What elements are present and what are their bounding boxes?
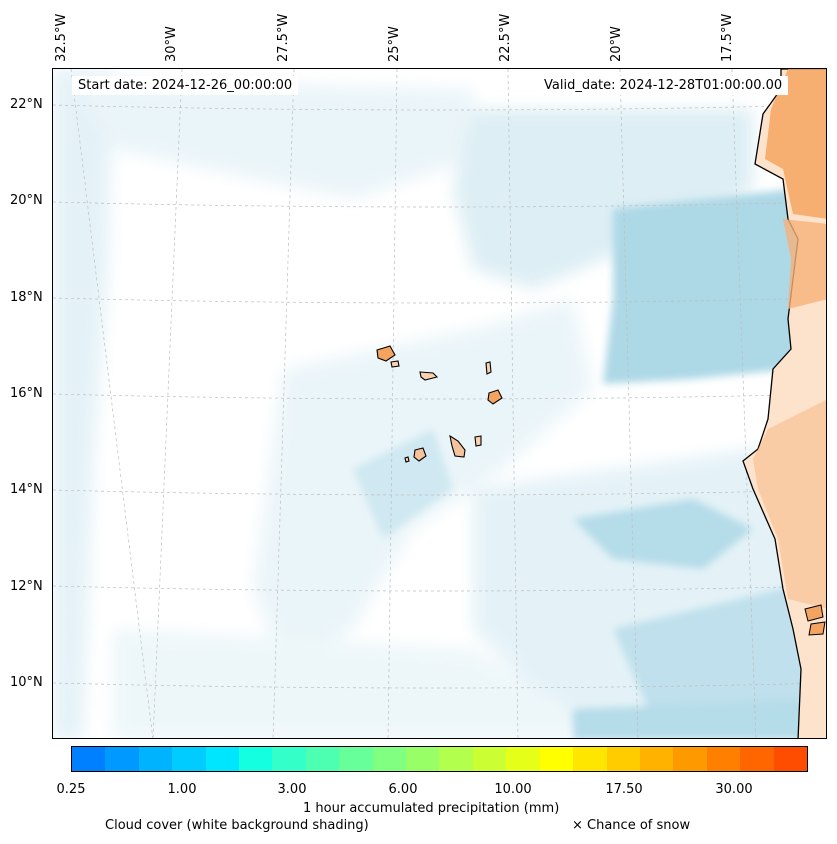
cloud-dense-south bbox=[573, 699, 823, 738]
colorbar-swatch-17 bbox=[639, 747, 674, 771]
lon-label-32-5w: 32.5°W bbox=[54, 13, 69, 62]
cloud-cover-dense bbox=[353, 189, 823, 738]
colorbar-tick-30-00: 30.00 bbox=[715, 782, 753, 797]
lat-label-16n: 16°N bbox=[10, 386, 43, 401]
colorbar-swatch-5 bbox=[239, 747, 273, 771]
cloud-band-south bbox=[113, 629, 573, 738]
colorbar-swatch-14 bbox=[539, 747, 574, 771]
colorbar-label: 1 hour accumulated precipitation (mm) bbox=[303, 801, 560, 816]
island-sao-nicolau bbox=[419, 371, 439, 381]
africa-coast bbox=[742, 69, 826, 738]
island-maio bbox=[474, 435, 482, 447]
cabo-verde-islands bbox=[376, 345, 503, 463]
valid-date-label: Valid_date: 2024-12-28T01:00:00.00 bbox=[538, 76, 789, 95]
colorbar-swatch-20 bbox=[740, 747, 774, 771]
cloud-dense-central bbox=[353, 429, 453, 539]
cloud-band-north bbox=[73, 79, 473, 199]
colorbar-swatch-6 bbox=[272, 747, 306, 771]
lat-label-14n: 14°N bbox=[10, 482, 43, 497]
island-brava bbox=[404, 456, 410, 463]
island-sal bbox=[485, 361, 492, 375]
colorbar-swatch-18 bbox=[673, 747, 707, 771]
lon-label-20w: 20°W bbox=[609, 26, 624, 62]
cloud-band-west bbox=[53, 69, 113, 738]
cloud-dense-southeast-2 bbox=[613, 579, 823, 719]
lat-label-10n: 10°N bbox=[10, 675, 43, 690]
colorbar-tick-0-25: 0.25 bbox=[56, 782, 86, 797]
island-boa-vista bbox=[487, 389, 503, 405]
colorbar-swatch-15 bbox=[573, 747, 607, 771]
precip-colorbar bbox=[71, 746, 808, 772]
africa-precip-mid bbox=[783, 219, 826, 309]
cloud-cover-legend: Cloud cover (white background shading) bbox=[105, 818, 369, 833]
lat-label-20n: 20°N bbox=[10, 193, 43, 208]
island-santo-antao bbox=[376, 345, 396, 362]
lat-label-18n: 18°N bbox=[10, 290, 43, 305]
map-panel[interactable] bbox=[52, 68, 827, 739]
africa-precip-north bbox=[765, 69, 826, 219]
start-date-label: Start date: 2024-12-26_00:00:00 bbox=[72, 76, 299, 95]
colorbar-swatch-12 bbox=[472, 747, 507, 771]
island-sao-vicente bbox=[390, 360, 400, 368]
colorbar-swatch-10 bbox=[406, 747, 440, 771]
guinea-islands bbox=[804, 604, 826, 636]
colorbar-tick-10-00: 10.00 bbox=[494, 782, 532, 797]
lon-label-25w: 25°W bbox=[387, 26, 402, 62]
island-fogo bbox=[413, 447, 427, 462]
colorbar-swatch-0 bbox=[72, 747, 106, 771]
island-santiago bbox=[449, 434, 466, 458]
colorbar-swatch-21 bbox=[773, 747, 807, 771]
colorbar-swatch-13 bbox=[506, 747, 540, 771]
lon-label-30w: 30°W bbox=[164, 26, 179, 62]
lat-label-12n: 12°N bbox=[10, 579, 43, 594]
gridlines bbox=[53, 69, 826, 738]
colorbar-tick-6-00: 6.00 bbox=[388, 782, 418, 797]
colorbar-swatch-2 bbox=[138, 747, 173, 771]
lon-label-27-5w: 27.5°W bbox=[276, 13, 291, 62]
colorbar-swatch-8 bbox=[339, 747, 373, 771]
colorbar-swatch-7 bbox=[305, 747, 340, 771]
lon-label-22-5w: 22.5°W bbox=[498, 13, 513, 62]
lon-label-17-5w: 17.5°W bbox=[720, 13, 735, 62]
snow-legend: × Chance of snow bbox=[572, 818, 691, 833]
colorbar-swatch-1 bbox=[105, 747, 139, 771]
colorbar-tick-1-00: 1.00 bbox=[167, 782, 197, 797]
cloud-band-northeast bbox=[453, 109, 753, 289]
map-canvas bbox=[53, 69, 826, 738]
colorbar-swatch-19 bbox=[706, 747, 741, 771]
colorbar-swatch-16 bbox=[606, 747, 640, 771]
cloud-dense-southeast-1 bbox=[573, 499, 753, 569]
colorbar-swatch-9 bbox=[372, 747, 407, 771]
colorbar-tick-3-00: 3.00 bbox=[277, 782, 307, 797]
lat-label-22n: 22°N bbox=[10, 97, 43, 112]
colorbar-swatch-3 bbox=[172, 747, 206, 771]
africa-precip-south bbox=[753, 400, 826, 609]
colorbar-swatch-11 bbox=[439, 747, 473, 771]
cloud-dense-northeast bbox=[603, 189, 813, 384]
colorbar-tick-17-50: 17.50 bbox=[605, 782, 643, 797]
colorbar-swatch-4 bbox=[205, 747, 240, 771]
cloud-cover-shading bbox=[53, 69, 823, 738]
